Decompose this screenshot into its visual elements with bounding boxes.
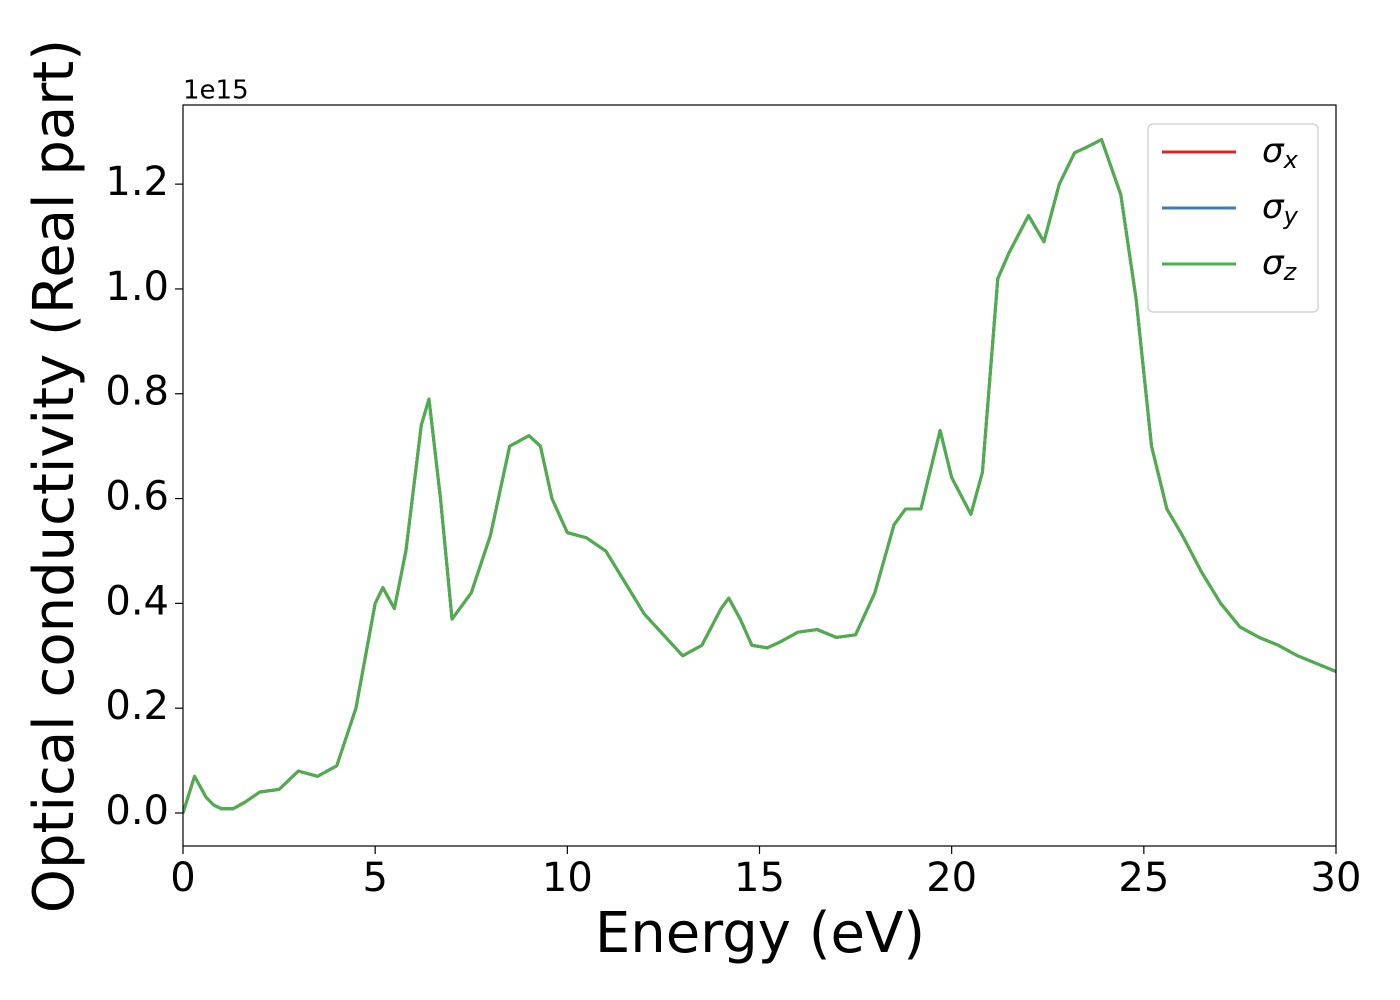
x-tick-label: 25 (1118, 855, 1169, 901)
x-tick-label: 30 (1311, 855, 1362, 901)
data-line (183, 138, 1336, 814)
x-axis-label: Energy (eV) (595, 901, 925, 966)
legend-label: σy (1262, 187, 1299, 231)
y-tick-label: 1.0 (105, 264, 169, 310)
y-tick-label: 0.0 (105, 788, 169, 834)
legend-label: σz (1262, 243, 1298, 287)
y-tick-label: 0.6 (105, 474, 169, 520)
x-tick-label: 10 (542, 855, 593, 901)
y-tick-label: 0.2 (105, 683, 169, 729)
plot-frame (182, 104, 1337, 847)
x-tick-label: 20 (926, 855, 977, 901)
y-axis-label: Optical conductivity (Real part) (22, 39, 87, 913)
legend-label: σx (1262, 131, 1299, 175)
x-tick-label: 5 (362, 855, 387, 901)
x-tick-label: 15 (734, 855, 785, 901)
x-tick-label: 0 (170, 855, 195, 901)
y-offset-label: 1e15 (183, 76, 249, 106)
y-tick-label: 0.8 (105, 369, 169, 415)
y-tick-label: 1.2 (105, 159, 169, 205)
y-tick-label: 0.4 (105, 578, 169, 624)
